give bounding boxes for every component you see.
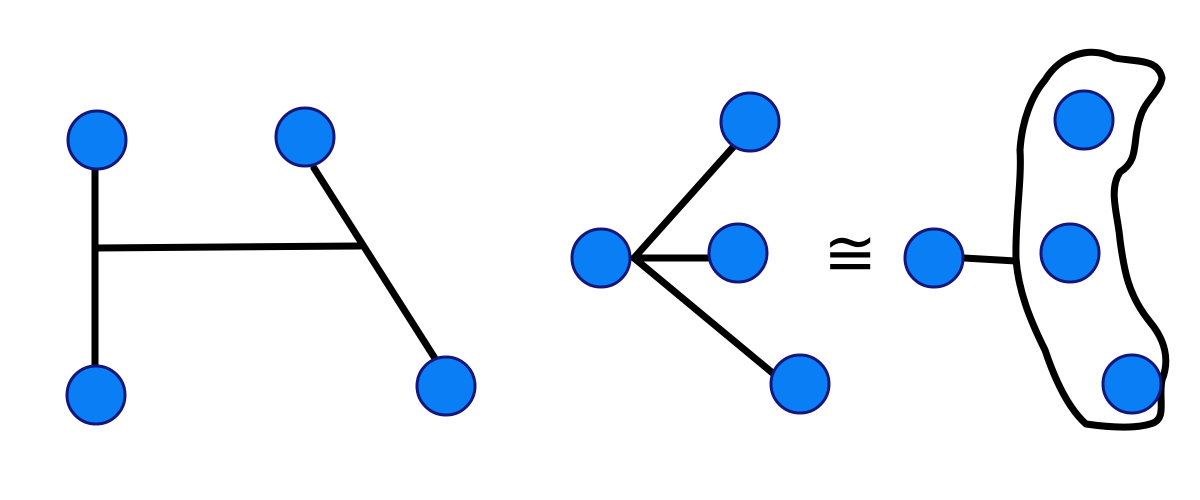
node-lower-leaf: [769, 353, 831, 415]
edge-horizontal-bridge: [91, 242, 364, 252]
edge-right-diagonal: [310, 164, 440, 364]
edge-center-upper: [630, 141, 739, 262]
figure-star: [570, 91, 831, 415]
node-grouped-top: [1053, 89, 1115, 151]
node-star-center: [570, 227, 632, 289]
node-grouped-middle: [1039, 222, 1101, 284]
node-upper-leaf: [719, 91, 781, 153]
node-grouped-bottom: [1101, 353, 1163, 415]
node-top-right: [274, 106, 336, 168]
figure-tree-h: [65, 106, 477, 426]
edge-root-to-group: [960, 254, 1020, 265]
edge-center-lower: [630, 254, 779, 379]
node-bottom-right: [415, 355, 477, 417]
node-bottom-left: [65, 364, 127, 426]
node-top-left: [66, 109, 128, 171]
figure-contracted-star: [903, 48, 1170, 431]
node-root: [903, 227, 965, 289]
node-middle-leaf: [707, 222, 769, 284]
isomorphism-symbol: ≅: [823, 217, 877, 291]
group-boundary: [1012, 48, 1170, 431]
